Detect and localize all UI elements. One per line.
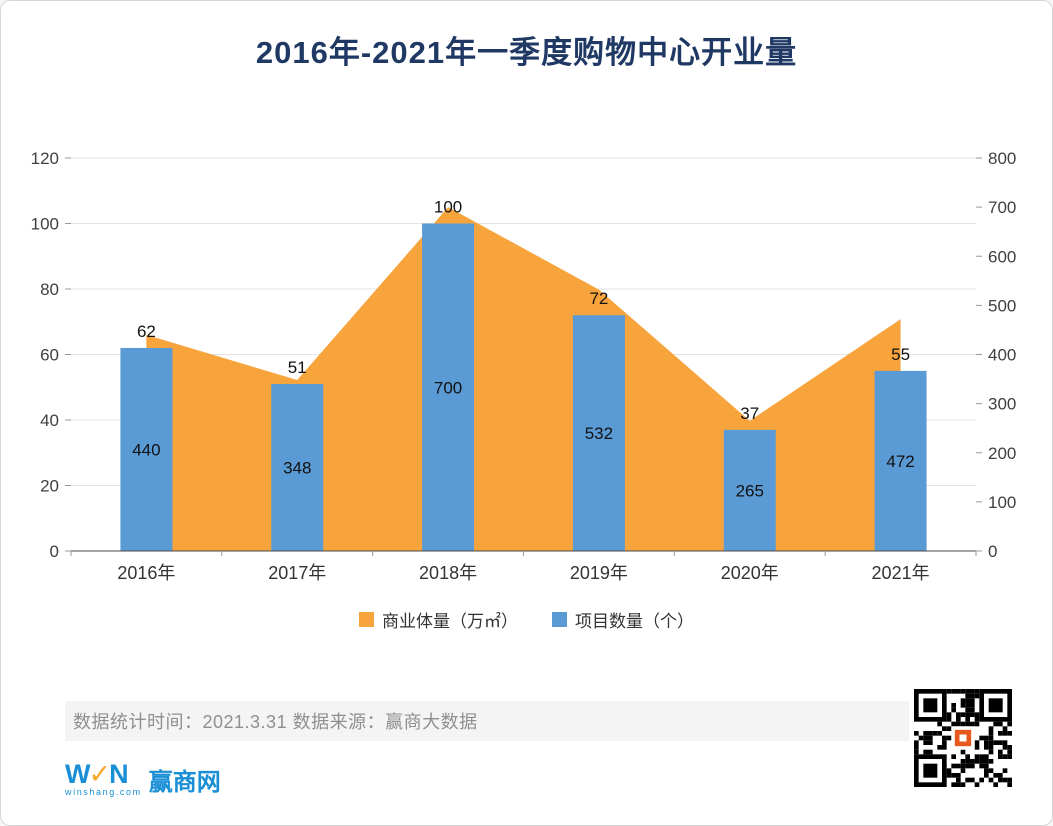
svg-text:400: 400 <box>988 346 1016 365</box>
logo-check-icon: ✓ <box>88 759 112 789</box>
svg-text:2021年: 2021年 <box>872 563 930 583</box>
svg-text:440: 440 <box>132 440 160 459</box>
svg-text:37: 37 <box>740 404 759 423</box>
svg-text:0: 0 <box>988 542 997 561</box>
logo-mark: W✓N winshang.com <box>65 759 142 798</box>
legend-label-volume: 商业体量（万㎡） <box>382 612 518 631</box>
svg-text:532: 532 <box>585 424 613 443</box>
chart-legend: 商业体量（万㎡） 项目数量（个） <box>1 607 1052 632</box>
svg-text:472: 472 <box>886 452 914 471</box>
data-source-note: 数据统计时间：2021.3.31 数据来源：赢商大数据 <box>65 701 909 741</box>
logo-letters: W✓N <box>65 759 142 789</box>
legend-item-volume: 商业体量（万㎡） <box>359 607 518 632</box>
svg-text:20: 20 <box>40 477 59 496</box>
svg-text:40: 40 <box>40 411 59 430</box>
svg-text:2016年: 2016年 <box>117 563 175 583</box>
svg-text:700: 700 <box>434 378 462 397</box>
logo-cn-text: 赢商网 <box>148 769 221 796</box>
svg-text:100: 100 <box>988 493 1016 512</box>
legend-swatch-volume-icon <box>359 612 374 627</box>
logo-letter-n: N <box>109 759 129 789</box>
qr-code <box>914 689 1012 787</box>
svg-text:80: 80 <box>40 280 59 299</box>
data-source-text: 数据统计时间：2021.3.31 数据来源：赢商大数据 <box>73 712 478 732</box>
svg-text:100: 100 <box>434 198 462 217</box>
svg-text:348: 348 <box>283 458 311 477</box>
svg-text:2018年: 2018年 <box>419 563 477 583</box>
svg-text:60: 60 <box>40 346 59 365</box>
svg-text:500: 500 <box>988 296 1016 315</box>
svg-text:100: 100 <box>31 215 59 234</box>
svg-text:2019年: 2019年 <box>570 563 628 583</box>
svg-text:800: 800 <box>988 149 1016 168</box>
svg-text:700: 700 <box>988 198 1016 217</box>
svg-text:55: 55 <box>891 345 910 364</box>
svg-text:62: 62 <box>137 322 156 341</box>
svg-text:265: 265 <box>736 481 764 500</box>
svg-text:0: 0 <box>50 542 59 561</box>
svg-text:120: 120 <box>31 149 59 168</box>
svg-text:2017年: 2017年 <box>268 563 326 583</box>
legend-item-count: 项目数量（个） <box>552 607 694 632</box>
svg-text:200: 200 <box>988 444 1016 463</box>
winshang-logo: W✓N winshang.com 赢商网 <box>65 759 221 798</box>
svg-text:300: 300 <box>988 395 1016 414</box>
svg-text:2020年: 2020年 <box>721 563 779 583</box>
combo-chart: 0 20 40 60 80 100 120 0 100 200 300 400 500 600 700 800… <box>31 149 1017 583</box>
logo-letter-w: W <box>65 759 91 789</box>
legend-label-count: 项目数量（个） <box>575 612 694 631</box>
chart-title: 2016年-2021年一季度购物中心开业量 <box>255 35 798 70</box>
logo-domain: winshang.com <box>65 787 142 797</box>
svg-text:600: 600 <box>988 247 1016 266</box>
svg-text:72: 72 <box>589 289 608 308</box>
legend-swatch-count-icon <box>552 612 567 627</box>
svg-text:51: 51 <box>288 358 307 377</box>
